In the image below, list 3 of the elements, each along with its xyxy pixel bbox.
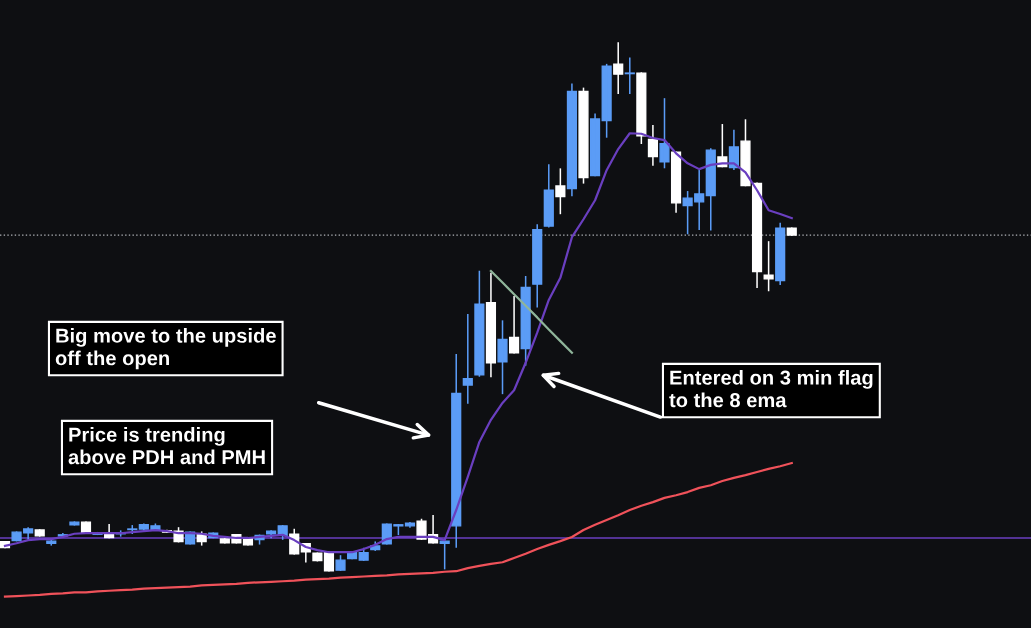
annotation: Price is trending above PDH and PMH [68,427,265,465]
annotation: Entered on 3 min flag to the 8 ema [669,370,873,408]
annotation: Big move to the upside off the open [55,328,276,370]
